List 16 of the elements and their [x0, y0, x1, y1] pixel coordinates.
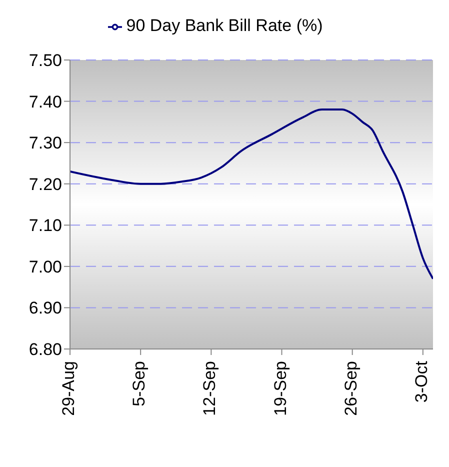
line-series [70, 108, 433, 280]
y-tick-label: 7.20 [28, 174, 62, 194]
y-tick-label: 7.40 [28, 92, 62, 112]
y-tick-label: 6.80 [28, 340, 62, 360]
x-tick-label: 5-Sep [130, 361, 149, 406]
x-tick-label: 3-Oct [412, 360, 431, 403]
x-tick-label: 29-Aug [59, 361, 78, 416]
y-tick-label: 7.50 [28, 51, 62, 70]
y-tick-label: 7.00 [28, 257, 62, 276]
x-tick-label: 19-Sep [270, 361, 290, 416]
legend-label: 90 Day Bank Bill Rate (%) [126, 16, 323, 35]
y-tick-label: 7.30 [28, 134, 62, 153]
y-tick-label: 6.90 [28, 298, 62, 318]
x-tick-label: 26-Sep [341, 361, 360, 416]
x-tick-label: 12-Sep [200, 361, 220, 416]
y-tick-label: 7.10 [28, 216, 62, 236]
